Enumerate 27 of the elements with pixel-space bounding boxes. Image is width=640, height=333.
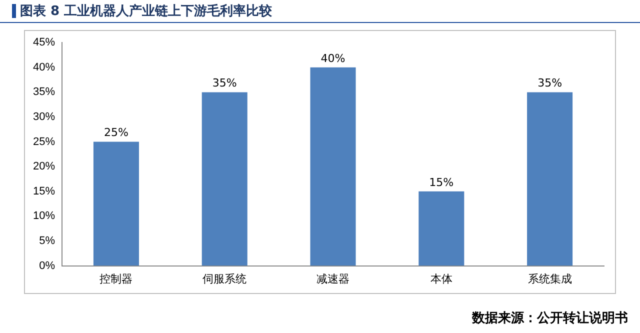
bar [527,92,573,266]
chart-title: 图表 8 工业机器人产业链上下游毛利率比较 [20,2,272,20]
y-tick-label: 20% [32,160,56,173]
data-label: 35% [538,76,562,90]
y-tick-label: 0% [39,260,56,272]
x-tick-label: 伺服系统 [202,272,247,286]
bar [202,92,248,266]
data-label: 35% [212,76,237,90]
data-label: 25% [104,126,128,140]
bar [418,191,464,266]
x-tick-label: 减速器 [316,272,350,286]
y-tick-label: 40% [32,61,56,74]
x-tick-label: 本体 [430,272,452,286]
bar [310,67,356,266]
source-note: 数据来源：公开转让说明书 [472,310,628,327]
data-label: 15% [429,176,454,189]
y-tick-label: 25% [32,136,56,148]
y-tick-label: 15% [32,185,56,198]
y-tick-label: 10% [32,210,56,222]
y-tick-label: 5% [39,235,56,248]
y-tick-label: 45% [32,36,56,49]
data-label: 40% [320,52,346,65]
x-tick-label: 系统集成 [528,272,572,286]
y-tick-label: 35% [32,86,56,98]
x-tick-label: 控制器 [100,272,133,286]
bar [93,142,139,266]
y-tick-label: 30% [32,111,56,124]
